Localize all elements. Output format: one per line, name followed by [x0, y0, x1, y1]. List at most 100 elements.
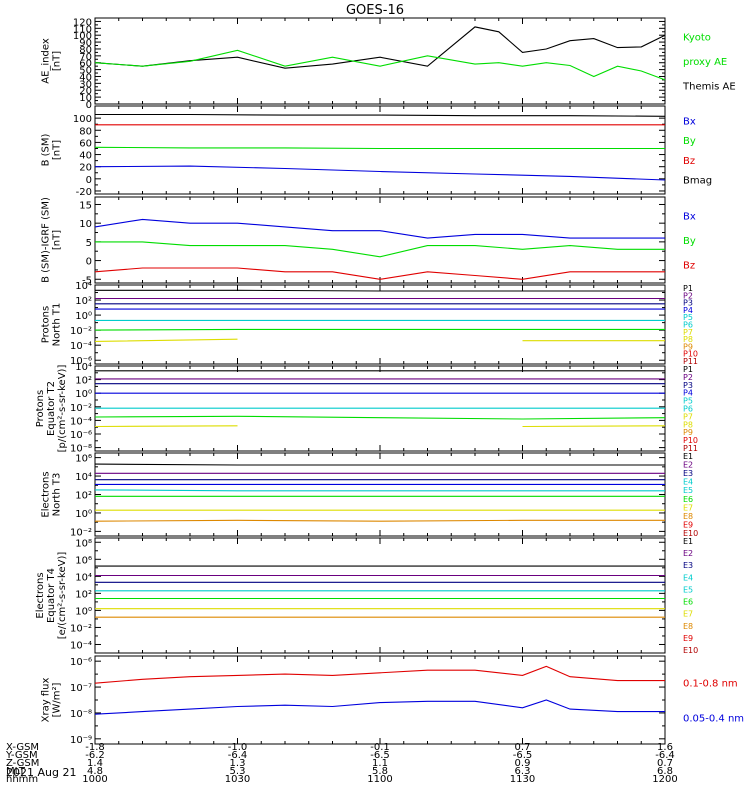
- y-axis-label: B (SM): [41, 133, 52, 166]
- y-axis-label: North T3: [52, 473, 63, 517]
- panel-frame: [94, 537, 666, 654]
- y-tick-label: 10⁴: [75, 281, 92, 292]
- y-axis-label: Xray flux: [41, 678, 52, 723]
- y-tick-label: 5: [86, 238, 92, 249]
- y-tick-label: 10⁰: [75, 389, 92, 400]
- legend-item: 0.1-0.8 nm: [683, 678, 738, 689]
- y-axis-label: Electrons: [41, 471, 52, 517]
- legend-item: Bx: [683, 117, 696, 128]
- y-tick-label: 10⁰: [75, 606, 92, 617]
- legend-item: Bz: [683, 156, 695, 167]
- y-tick-label: 60: [79, 138, 92, 149]
- legend-item: P3: [683, 299, 693, 308]
- y-tick-label: 10²: [75, 296, 92, 307]
- y-tick-label: 70: [79, 52, 92, 63]
- series-p6: [94, 328, 665, 331]
- y-tick-label: 10⁻⁹: [70, 735, 92, 746]
- y-tick-label: 50: [79, 66, 92, 77]
- y-axis-label: [W/m²]: [52, 682, 63, 717]
- series-0-05-0-4-nm: [94, 699, 665, 715]
- y-tick-label: -20: [76, 187, 92, 198]
- panel-4: 10⁻⁶ 10⁻⁴ 10⁻² 10⁰ 10² 10⁴ Protons North T1 P1P2…: [41, 281, 699, 367]
- ephemeris-value: 1030: [225, 774, 250, 785]
- legend-item: E3: [683, 561, 693, 570]
- series-p1: [95, 289, 665, 292]
- legend-item: P6: [683, 405, 693, 414]
- y-tick-label: 30: [79, 79, 92, 90]
- legend-item: E2: [683, 461, 693, 470]
- plot-title: GOES-16: [346, 3, 404, 18]
- legend-item: P1: [683, 365, 693, 374]
- ephemeris-value: 1.6: [657, 742, 673, 753]
- y-axis-label: [p/(cm²-s-sr-keV)]: [57, 365, 68, 453]
- y-axis-label: [nT]: [52, 230, 63, 250]
- legend-item: E6: [683, 598, 693, 607]
- legend-item: Themis AE: [682, 82, 736, 93]
- ephemeris-value: 1200: [652, 774, 677, 785]
- y-tick-label: 10⁻⁴: [70, 341, 92, 352]
- y-tick-label: 10⁻⁷: [70, 683, 92, 694]
- series-p6: [94, 415, 666, 420]
- y-axis-label: North T1: [52, 303, 63, 347]
- y-tick-label: 10: [79, 219, 92, 230]
- y-tick-label: 40: [79, 72, 92, 83]
- legend-item: E4: [683, 478, 693, 487]
- legend-item: E6: [683, 495, 693, 504]
- panel-frame: [94, 655, 666, 745]
- panel-frame: [94, 105, 666, 195]
- y-tick-label: 110: [73, 24, 92, 35]
- legend-item: P6: [683, 321, 693, 330]
- y-tick-label: 10⁻⁴: [70, 640, 92, 651]
- ephemeris-value: 1000: [82, 774, 107, 785]
- series-p7: [94, 338, 665, 342]
- legend-item: P2: [683, 373, 693, 382]
- series-p7: [94, 425, 666, 428]
- ephemeris-row-label: Y-GSM: [5, 750, 38, 761]
- panel-frame: [94, 284, 666, 365]
- ephemeris-value: -6.5: [370, 750, 390, 761]
- y-tick-label: 10⁶: [75, 555, 92, 566]
- y-tick-label: 10⁶: [75, 454, 92, 465]
- legend-item: P9: [683, 428, 693, 437]
- legend-item: P5: [683, 313, 693, 322]
- ephemeris-value: 5.3: [230, 766, 246, 777]
- date-label: 2021 Aug 21: [6, 766, 76, 779]
- y-tick-label: 15: [79, 200, 92, 211]
- legend-item: P11: [683, 444, 698, 453]
- legend-item: P11: [683, 357, 698, 366]
- ephemeris-value: -6.4: [655, 750, 675, 761]
- ephemeris-value: -6.4: [228, 750, 248, 761]
- series-bmag: [95, 113, 666, 117]
- ephemeris-value: -6.2: [85, 750, 105, 761]
- ephemeris-value: 4.8: [87, 766, 103, 777]
- legend-item: E1: [683, 537, 693, 546]
- series-kyoto: [94, 26, 666, 69]
- legend-item: 0.05-0.4 nm: [683, 714, 744, 725]
- legend-item: E8: [683, 512, 693, 521]
- legend-item: proxy AE: [683, 57, 727, 68]
- legend-item: E4: [683, 573, 693, 582]
- y-tick-label: 20: [79, 86, 92, 97]
- y-tick-label: 40: [79, 151, 92, 162]
- legend-item: E10: [683, 529, 698, 538]
- legend-item: E2: [683, 549, 693, 558]
- panel-5: 10⁻⁸ 10⁻⁶ 10⁻⁴ 10⁻² 10⁰ 10² 10⁴ Protons Equator …: [35, 362, 698, 455]
- ephemeris-value: 1130: [510, 774, 535, 785]
- legend-item: P5: [683, 397, 693, 406]
- y-tick-label: 10⁸: [75, 538, 92, 549]
- ephemeris-value: 1.3: [230, 758, 246, 769]
- y-tick-label: 10⁻²: [70, 623, 92, 634]
- y-tick-label: 10⁻²: [70, 403, 92, 414]
- ephemeris-value: 0.7: [657, 758, 673, 769]
- ephemeris-value: 6.8: [657, 766, 673, 777]
- ephemeris-value: 1.1: [372, 758, 388, 769]
- legend-item: E8: [683, 622, 693, 631]
- y-tick-label: 10⁻²: [70, 326, 92, 337]
- panel-frame: [94, 17, 666, 105]
- legend-item: P10: [683, 436, 698, 445]
- legend-item: E7: [683, 610, 693, 619]
